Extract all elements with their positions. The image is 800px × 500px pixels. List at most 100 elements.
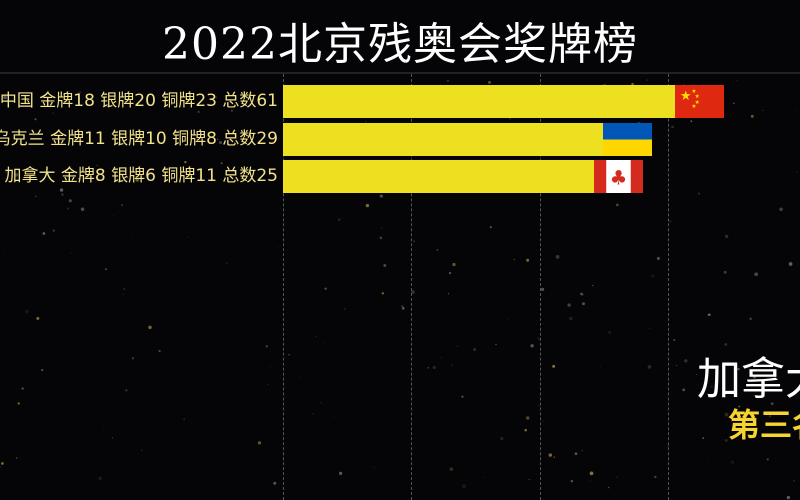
sparkle — [530, 344, 534, 348]
sparkle — [673, 338, 676, 342]
sparkle — [749, 317, 752, 320]
sparkle — [17, 402, 20, 405]
sparkle — [148, 325, 152, 330]
sparkle — [339, 471, 343, 476]
sparkle — [225, 262, 228, 265]
sparkle — [752, 375, 757, 379]
sparkle — [447, 293, 450, 295]
sparkle — [365, 121, 367, 123]
sparkle — [579, 292, 583, 296]
sparkle — [197, 110, 200, 114]
sparkle — [669, 220, 672, 223]
sparkle — [607, 330, 612, 335]
sparkle — [269, 366, 271, 368]
sparkle — [103, 429, 105, 431]
sparkle — [400, 305, 404, 308]
sparkle — [616, 476, 618, 478]
sparkle — [483, 476, 485, 478]
sparkle — [381, 292, 384, 295]
sparkle — [52, 112, 54, 115]
sparkle — [131, 357, 135, 360]
sparkle — [70, 104, 72, 106]
sparkle — [277, 246, 279, 248]
sparkle — [770, 402, 774, 406]
sparkle — [766, 458, 769, 461]
sparkle — [158, 349, 161, 353]
sparkle — [187, 236, 189, 238]
sparkle — [343, 307, 347, 310]
sparkle — [319, 401, 323, 404]
sparkle — [61, 250, 63, 252]
highlight-rank: 第三名 — [728, 406, 800, 444]
sparkle — [724, 236, 726, 238]
sparkle — [794, 110, 796, 113]
sparkle — [70, 252, 72, 254]
sparkle — [697, 192, 700, 195]
sparkle — [526, 258, 530, 262]
sparkle — [42, 232, 46, 235]
sparkle — [80, 207, 85, 211]
sparkle — [540, 287, 545, 291]
sparkle — [793, 479, 796, 482]
sparkle — [456, 345, 458, 347]
sparkle — [219, 363, 221, 365]
sparkle — [52, 229, 55, 232]
sparkle — [631, 82, 634, 86]
sparkle — [401, 307, 405, 310]
sparkle — [524, 428, 528, 432]
bar — [283, 123, 653, 156]
sparkle — [671, 125, 674, 129]
sparkle — [379, 194, 383, 198]
sparkle — [122, 293, 124, 295]
sparkle — [553, 456, 555, 458]
sparkle — [218, 140, 223, 145]
sparkle — [654, 475, 657, 479]
svg-text:★: ★ — [695, 99, 700, 106]
sparkle — [112, 215, 114, 217]
sparkle — [220, 162, 223, 165]
sparkle — [230, 109, 233, 112]
sparkle — [265, 344, 269, 348]
sparkle — [651, 274, 655, 278]
sparkle — [605, 231, 607, 233]
sparkle — [599, 365, 601, 367]
sparkle — [710, 385, 713, 388]
sparkle — [574, 452, 578, 456]
sparkle — [333, 416, 335, 417]
gridline — [283, 74, 284, 500]
sparkle — [555, 254, 560, 259]
svg-text:★: ★ — [695, 93, 700, 100]
sparkle — [451, 364, 453, 366]
sparkle — [77, 177, 80, 180]
chart-title: 2022北京残奥会奖牌榜 — [162, 19, 638, 70]
sparkle — [34, 118, 37, 121]
sparkle — [298, 376, 300, 378]
sparkle — [675, 364, 678, 367]
gridline — [668, 74, 669, 500]
sparkle — [541, 420, 544, 423]
sparkle — [552, 364, 556, 368]
sparkle — [607, 486, 610, 489]
sparkle — [21, 387, 24, 390]
sparkle — [724, 412, 729, 417]
sparkle — [647, 365, 652, 369]
sparkle — [25, 309, 29, 314]
bar-label: 加拿大 金牌8 银牌6 铜牌11 总数25 — [4, 166, 278, 186]
sparkle — [98, 476, 103, 481]
divider — [0, 72, 800, 74]
sparkle — [59, 188, 64, 192]
sparkle — [314, 335, 317, 338]
sparkle — [14, 172, 19, 177]
sparkle — [581, 302, 585, 306]
sparkle — [383, 264, 387, 268]
sparkle — [543, 322, 545, 324]
sparkle — [702, 437, 705, 440]
sparkle — [379, 236, 383, 240]
sparkle — [594, 352, 596, 354]
sparkle — [322, 343, 325, 345]
sparkle — [724, 343, 728, 346]
sparkle — [135, 178, 139, 182]
sparkle — [78, 91, 82, 95]
sparkle — [589, 480, 592, 482]
